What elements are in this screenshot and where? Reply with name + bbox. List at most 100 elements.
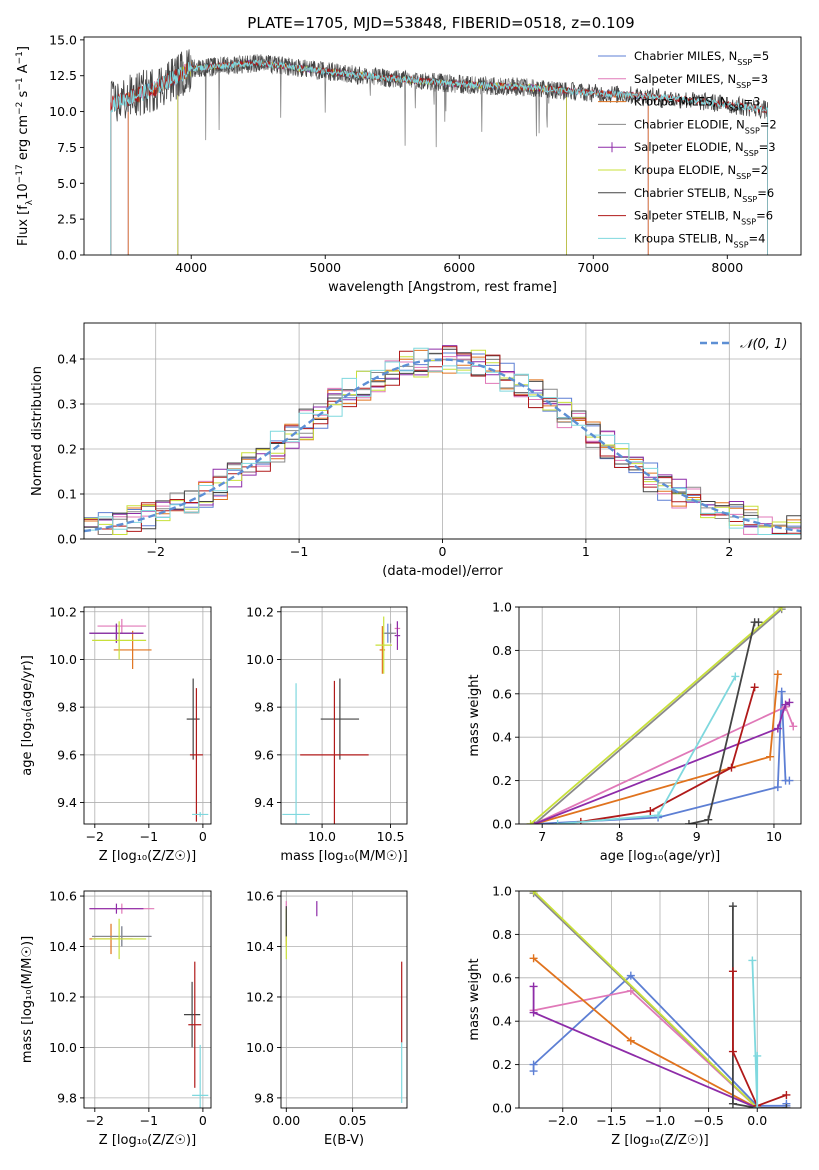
x-axis-label: mass [log₁₀(M/M☉)] xyxy=(280,849,407,864)
series-marker xyxy=(654,811,663,820)
y-tick-label: 9.6 xyxy=(57,747,77,762)
y-tick-label: 0.2 xyxy=(492,1057,512,1072)
errorbar-point xyxy=(89,623,144,643)
x-tick-label: 0.05 xyxy=(339,1113,367,1128)
y-tick-label: 10.2 xyxy=(246,989,274,1004)
series-marker xyxy=(529,1060,538,1069)
series-marker xyxy=(785,776,794,785)
legend-label-tail: =3 xyxy=(751,72,768,86)
series-marker xyxy=(626,971,635,980)
y-axis-label-part: −1 xyxy=(15,77,25,90)
x-axis-label: age [log₁₀(age/yr)] xyxy=(600,849,721,864)
series-line xyxy=(751,960,759,1108)
axes-frame xyxy=(280,606,408,825)
series-marker xyxy=(626,986,635,995)
y-tick-label: 9.8 xyxy=(254,700,274,715)
y-tick-label: 10.2 xyxy=(49,604,77,619)
y-tick-label: 0.3 xyxy=(57,397,77,412)
legend-label: Chabrier MILES, NSSP=5 xyxy=(634,49,769,67)
errorbar-point xyxy=(385,623,397,643)
x-tick-label: −2.0 xyxy=(548,1113,578,1128)
legend-label-tail: =3 xyxy=(744,95,761,109)
series-marker xyxy=(754,618,763,627)
errorbar-point xyxy=(97,618,147,634)
errorbar-point xyxy=(320,678,360,760)
axes-frame xyxy=(518,606,802,825)
legend-label-tail: =6 xyxy=(757,186,774,200)
y-tick-label: 10.6 xyxy=(246,889,274,904)
series-marker xyxy=(526,820,535,824)
errorbar-point xyxy=(186,678,200,760)
legend-label-sub: SSP xyxy=(741,217,756,226)
axes-frame xyxy=(280,890,408,1109)
plot-area-spectrum xyxy=(110,49,768,255)
legend-label-name: Chabrier ELODIE, N xyxy=(634,117,745,131)
y-axis-label-part: ] xyxy=(16,46,31,51)
series-marker xyxy=(750,683,759,692)
legend-label-tail: =5 xyxy=(752,49,769,63)
panel-residuals: −2 −1 0 1 2 0.0 0.1 0.2 0.3 0.4 (data-model)/error… xyxy=(30,322,802,579)
y-tick-label: 10.4 xyxy=(49,939,77,954)
axes-frame xyxy=(83,36,802,256)
y-tick-label: 0.0 xyxy=(492,1101,512,1116)
legend-label-sub: SSP xyxy=(736,80,751,89)
series-marker xyxy=(731,672,740,681)
x-tick-label: −1.0 xyxy=(645,1113,675,1128)
x-tick-label: 10.0 xyxy=(308,829,336,844)
series-line xyxy=(533,608,783,824)
series-marker xyxy=(684,820,693,824)
histogram-step xyxy=(84,346,801,535)
errorbar-point xyxy=(192,1044,209,1108)
series-marker xyxy=(782,1104,791,1108)
legend-label-name: Salpeter MILES, N xyxy=(634,72,736,86)
errorbar-point xyxy=(183,981,201,1048)
y-tick-label: 0.4 xyxy=(492,730,512,745)
axes-frame xyxy=(83,890,212,1109)
legend-label: Kroupa STELIB, NSSP=4 xyxy=(634,231,765,249)
x-tick-label: −2 xyxy=(86,1113,104,1128)
series-marker xyxy=(553,820,562,824)
x-axis-label: Z [log₁₀(Z/Z☉)] xyxy=(99,1133,196,1148)
series-marker xyxy=(753,1051,762,1060)
x-tick-label: 7000 xyxy=(577,260,609,275)
panel-mass-vs-Z: −2 −1 0 9.8 10.0 10.2 10.4 10.6 Z [log₁₀(Z/Z☉)] m… xyxy=(20,889,212,1148)
legend-label-tail: =2 xyxy=(751,163,768,177)
x-axis-label: Z [log₁₀(Z/Z☉)] xyxy=(99,849,196,864)
panel-mass-vs-ebv: 0.00 0.05 9.8 10.0 10.2 10.4 10.6 E(B-V) xyxy=(246,889,408,1148)
x-tick-label: 0.00 xyxy=(272,1113,300,1128)
series-line xyxy=(532,891,758,1108)
legend-label: Salpeter ELODIE, NSSP=3 xyxy=(634,140,776,158)
legend-label-name: Kroupa MILES, N xyxy=(634,95,729,109)
panel-mass-weight-vs-Z: −2.0 −1.5 −1.0 −0.5 0.0 0.0 0.2 0.4 0.6 0.8 1.0 Z [… xyxy=(467,884,802,1148)
y-axis-label-part: A xyxy=(16,64,31,77)
y-tick-label: 10.2 xyxy=(246,604,274,619)
x-axis-label: wavelength [Angstrom, rest frame] xyxy=(328,280,557,295)
x-tick-label: −1 xyxy=(140,829,158,844)
legend-label-sub: SSP xyxy=(734,240,749,249)
series-marker xyxy=(777,687,786,696)
series-marker xyxy=(782,1090,791,1099)
series-marker xyxy=(529,982,538,991)
legend-label: Kroupa MILES, NSSP=3 xyxy=(634,95,760,113)
x-tick-label: 10.5 xyxy=(377,829,405,844)
y-tick-label: 0.8 xyxy=(492,643,512,658)
series-marker xyxy=(766,752,775,761)
histogram-step xyxy=(84,347,801,535)
legend-label-sub: SSP xyxy=(729,103,744,112)
y-tick-label: 0.0 xyxy=(57,248,77,263)
errorbar-point xyxy=(89,903,144,914)
x-tick-label: 0 xyxy=(439,544,447,559)
series-line xyxy=(557,675,737,824)
x-axis-label: E(B-V) xyxy=(324,1133,364,1148)
x-tick-label: 8 xyxy=(615,829,623,844)
y-tick-label: 10.0 xyxy=(49,1040,77,1055)
y-tick-label: 12.5 xyxy=(49,68,77,83)
y-tick-label: 9.4 xyxy=(57,795,77,810)
y-axis-label: age [log₁₀(age/yr)] xyxy=(20,655,35,776)
y-axis-label-part: erg cm xyxy=(16,115,31,164)
legend-label-name: Chabrier MILES, N xyxy=(634,49,737,63)
y-tick-label: 1.0 xyxy=(492,600,512,615)
y-axis-label-part: −17 xyxy=(15,164,25,183)
